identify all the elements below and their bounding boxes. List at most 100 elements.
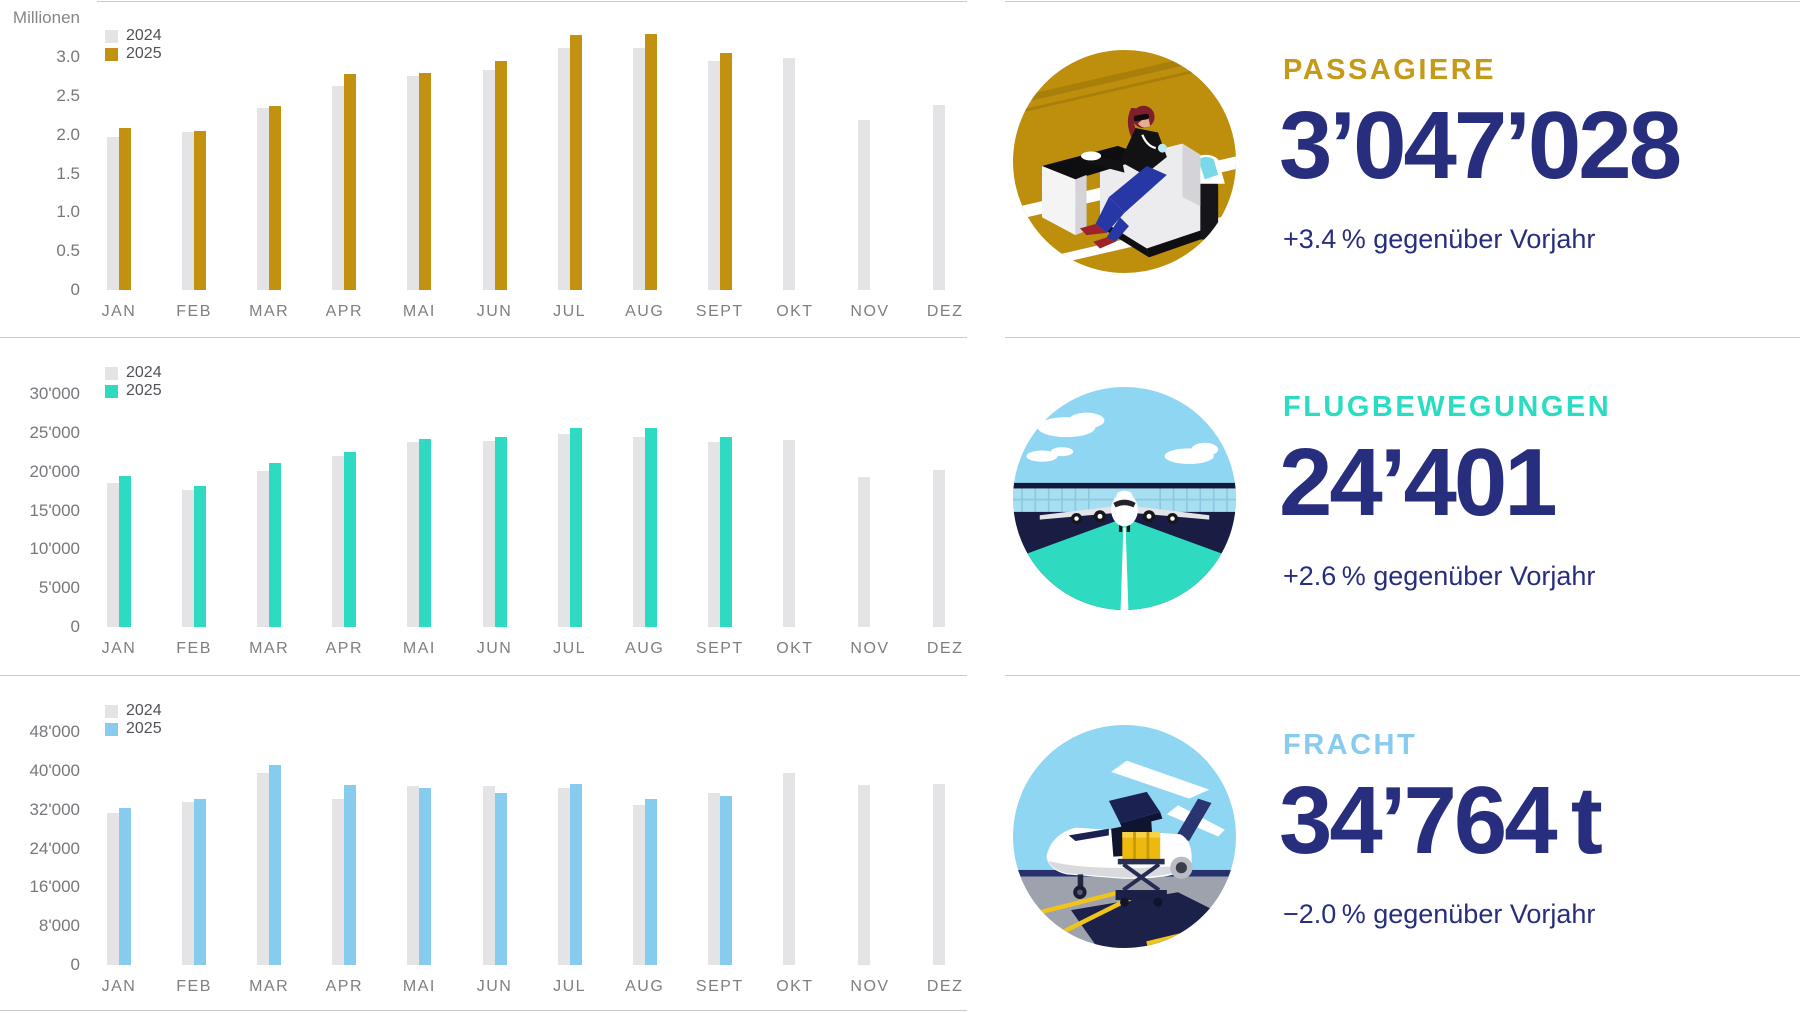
flugbewegungen-ytick-10'000: 10'000 [29, 539, 80, 559]
fracht-ytick-32'000: 32'000 [29, 799, 80, 819]
fracht-xlabel-jul: JUL [553, 978, 587, 995]
fracht-bar-2025-apr [344, 785, 357, 965]
flugbewegungen-bar-2025-feb [194, 486, 207, 627]
fracht-legend-swatch-2025 [105, 722, 118, 736]
fracht-xlabel-sept: SEPT [695, 978, 744, 995]
flugbewegungen-bar-2024-apr [332, 456, 345, 627]
flugbewegungen-ytick-25'000: 25'000 [29, 422, 80, 442]
passagiere-bar-2024-aug [632, 48, 645, 290]
flugbewegungen-bar-2024-mai [407, 442, 420, 627]
divider-mid2-right [1005, 675, 1800, 676]
fracht-ytick-24'000: 24'000 [29, 838, 80, 858]
flugbewegungen-ytick-0: 0 [70, 617, 80, 636]
cargo-panel: FRACHT 34’764 t −2.0 % gegenüber Vorjahr [1005, 675, 1800, 1012]
flugbewegungen-bar-2025-jul [569, 428, 582, 627]
fracht-bar-2024-aug [632, 804, 645, 965]
flugbewegungen-bar-2024-nov [858, 477, 870, 627]
flugbewegungen-ytick-15'000: 15'000 [29, 500, 80, 520]
flugbewegungen-bar-2025-jan [119, 476, 131, 627]
flugbewegungen-bar-2025-jun [494, 436, 507, 627]
passengers-panel: PASSAGIERE 3’047’028 +3.4 % gegenüber Vo… [1005, 0, 1800, 337]
fracht-bar-2025-aug [644, 798, 657, 965]
passagiere-legend-swatch-2025 [105, 47, 118, 61]
passagiere-bar-2024-dez [933, 105, 946, 290]
fracht-bar-2024-jan [107, 812, 119, 965]
passagiere-bar-2024-mar [257, 108, 270, 290]
flugbewegungen-xlabel-jul: JUL [553, 640, 587, 657]
fracht-xlabel-mar: MAR [249, 978, 290, 995]
flugbewegungen-xlabel-dez: DEZ [926, 640, 964, 657]
flugbewegungen-xlabel-nov: NOV [850, 640, 890, 657]
fracht-bar-2024-feb [182, 802, 195, 965]
passagiere-bar-2024-jun [482, 70, 495, 290]
divider-mid2-left [0, 675, 967, 676]
passagiere-legend-2025: 2025 [105, 45, 162, 62]
divider-bottom-left [0, 1010, 967, 1011]
passagiere-ytick-0: 0 [70, 280, 80, 299]
cargo-chart: 48'000 40'000 32'000 24'000 16'000 8'000 0 2024… [0, 675, 967, 1013]
passagiere-xlabel-mar: MAR [249, 303, 290, 320]
flugbewegungen-bar-2025-sept [719, 437, 732, 627]
fracht-xlabel-aug: AUG [625, 978, 665, 995]
passagiere-xlabel-nov: NOV [850, 303, 890, 320]
flugbewegungen-bar-2024-aug [632, 437, 645, 627]
fracht-ytick-16'000: 16'000 [29, 877, 80, 897]
fracht-bar-2025-jan [119, 808, 131, 965]
flight-movements-value: 24’401 [1279, 429, 1558, 536]
fracht-bar-2025-mar [269, 764, 282, 965]
passengers-delta: +3.4 % gegenüber Vorjahr [1283, 224, 1596, 254]
passagiere-xlabel-sept: SEPT [695, 303, 744, 320]
passagiere-legend-label-2024: 2024 [126, 27, 162, 44]
fracht-xlabel-okt: OKT [776, 978, 814, 995]
passagiere-bar-2024-jul [557, 47, 570, 290]
flugbewegungen-legend-label-2025: 2025 [126, 382, 162, 399]
divider-top-right [1005, 1, 1800, 2]
flugbewegungen-xlabel-apr: APR [325, 640, 363, 657]
flight-movements-chart: 30'000 25'000 20'000 15'000 10'000 5'000 0 2024… [0, 337, 967, 675]
passengers-heading: PASSAGIERE [1283, 54, 1497, 86]
flugbewegungen-bar-2024-sept [707, 442, 720, 627]
flugbewegungen-legend-swatch-2024 [105, 366, 118, 380]
fracht-ytick-48'000: 48'000 [29, 722, 80, 741]
passagiere-bar-2025-mar [269, 105, 282, 290]
passagiere-ytick-1.5: 1.5 [56, 163, 80, 183]
cargo-heading: FRACHT [1283, 729, 1418, 761]
flugbewegungen-bar-2024-okt [782, 439, 795, 627]
flugbewegungen-xlabel-jan: JAN [101, 640, 137, 657]
passagiere-bar-2024-sept [707, 60, 720, 290]
passagiere-xlabel-jan: JAN [101, 303, 137, 320]
passagiere-ytick-3.0: 3.0 [56, 47, 80, 66]
passagiere-bar-2025-feb [194, 130, 207, 290]
flugbewegungen-bar-2025-mar [269, 463, 282, 627]
fracht-bar-2024-sept [707, 792, 720, 965]
cargo-delta: −2.0 % gegenüber Vorjahr [1283, 899, 1596, 929]
flugbewegungen-ytick-5'000: 5'000 [38, 578, 80, 598]
flugbewegungen-xlabel-feb: FEB [176, 640, 212, 657]
divider-mid1-right [1005, 337, 1800, 338]
passagiere-xlabel-apr: APR [325, 303, 363, 320]
fracht-ytick-8'000: 8'000 [38, 916, 80, 936]
fracht-legend-2025: 2025 [105, 721, 162, 737]
divider-top-left [97, 1, 967, 2]
passagiere-bar-2024-jan [107, 136, 119, 290]
passagiere-legend-label-2025: 2025 [126, 45, 162, 62]
flugbewegungen-bar-2025-mai [419, 439, 432, 627]
fracht-xlabel-mai: MAI [402, 978, 436, 995]
fracht-bar-2024-dez [933, 783, 946, 965]
fracht-xlabel-dez: DEZ [926, 978, 964, 995]
flugbewegungen-bar-2024-feb [182, 489, 195, 627]
flugbewegungen-bar-2024-jan [107, 483, 119, 627]
flugbewegungen-xlabel-mar: MAR [249, 640, 290, 657]
fracht-xlabel-feb: FEB [176, 978, 212, 995]
flight-movements-panel: FLUGBEWEGUNGEN 24’401 +2.6 % gegenüber V… [1005, 337, 1800, 674]
fracht-legend-label-2024: 2024 [126, 702, 162, 719]
fracht-bar-2024-jun [482, 785, 495, 965]
cargo-value: 34’764 t [1279, 767, 1603, 874]
passagiere-bar-2025-jan [119, 127, 131, 290]
passagiere-bar-2024-okt [782, 57, 795, 290]
fracht-bar-2024-apr [332, 798, 345, 965]
flugbewegungen-bar-2024-jul [557, 433, 570, 627]
flugbewegungen-bar-2025-apr [344, 452, 357, 627]
fracht-bar-2024-mar [257, 773, 270, 965]
